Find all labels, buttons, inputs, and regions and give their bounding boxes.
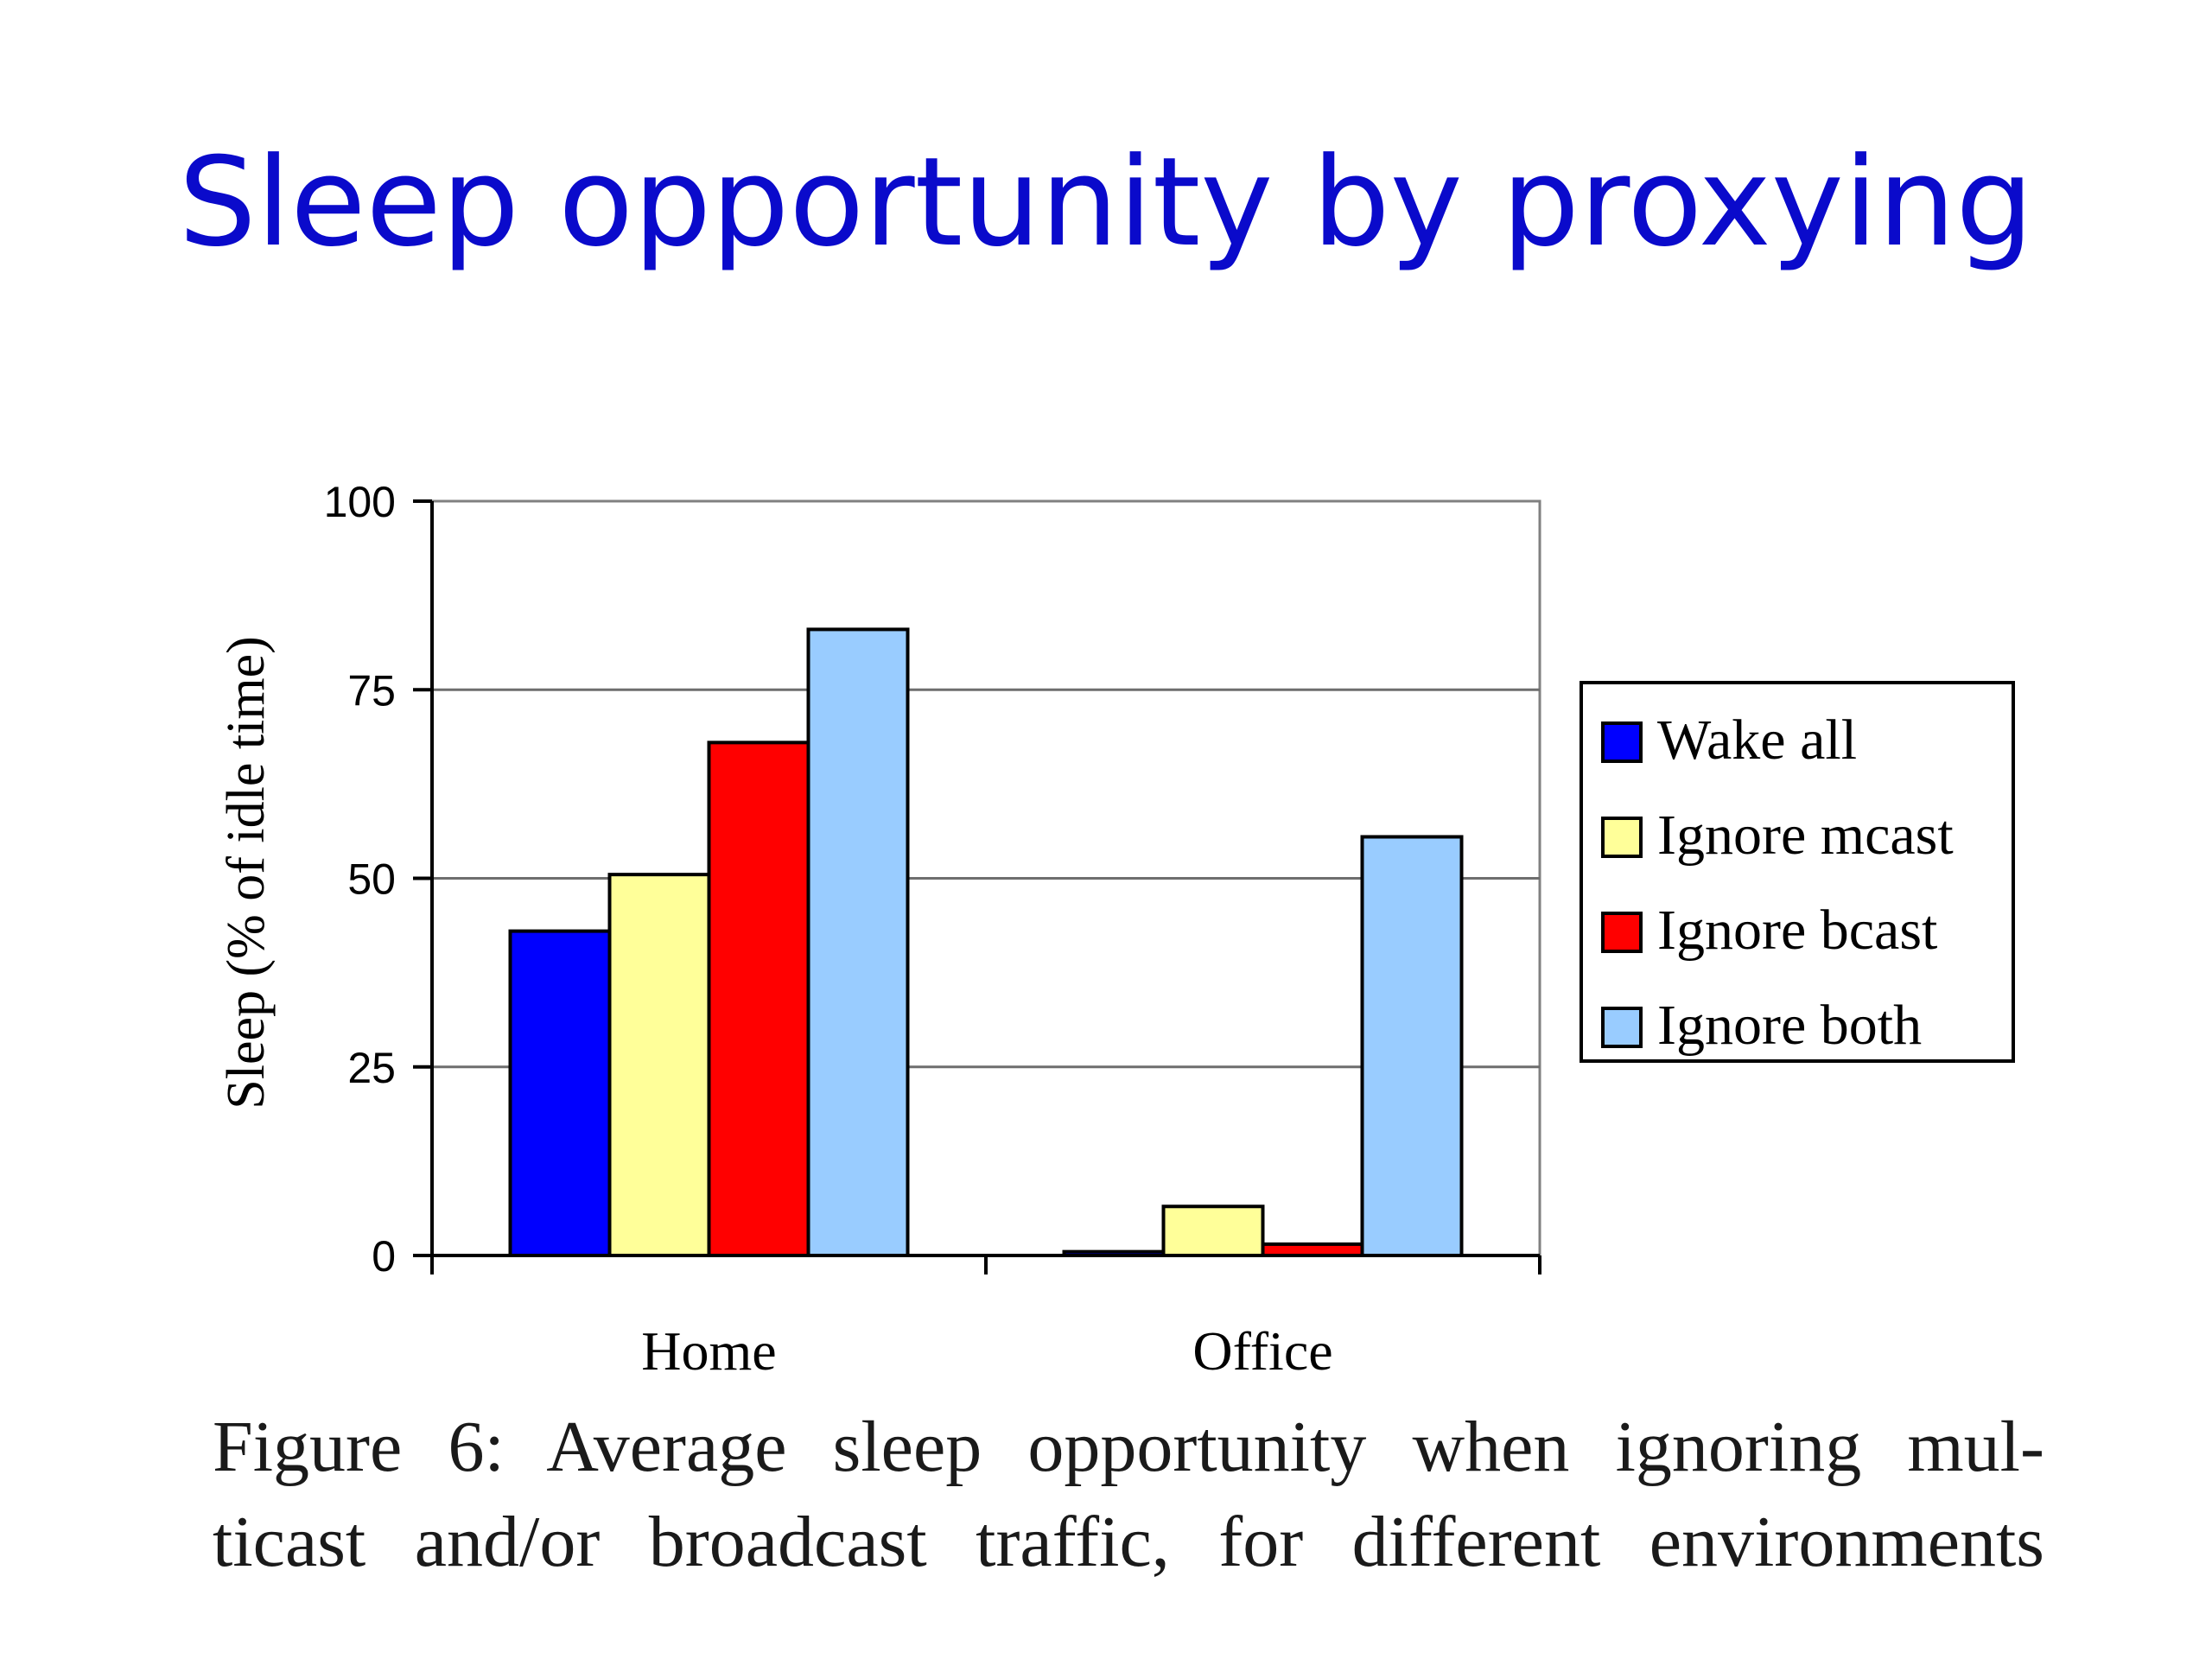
axes bbox=[430, 501, 1541, 1274]
bar-home-wake-all bbox=[508, 929, 612, 1257]
figure-caption: Figure 6: Average sleep opportunity when… bbox=[213, 1400, 2044, 1590]
legend-label-ignore-mcast: Ignore mcast bbox=[1657, 804, 1954, 867]
y-tick-label-25: 25 bbox=[347, 1044, 396, 1092]
legend-label-ignore-bcast: Ignore bcast bbox=[1657, 899, 1937, 962]
y-tick-label-0: 0 bbox=[372, 1232, 396, 1281]
y-tick-label-50: 50 bbox=[347, 855, 396, 904]
bar-office-ignore-mcast bbox=[1161, 1205, 1265, 1258]
y-axis-title: Sleep (% of idle time) bbox=[217, 636, 276, 1109]
legend-swatch-wake-all bbox=[1601, 721, 1643, 763]
legend-swatch-ignore-bcast bbox=[1601, 912, 1643, 953]
caption-line-1: Figure 6: Average sleep opportunity when… bbox=[213, 1407, 2044, 1487]
bars bbox=[508, 627, 1464, 1258]
legend-swatch-ignore-both bbox=[1601, 1007, 1643, 1048]
x-category-label-office: Office bbox=[1192, 1320, 1332, 1382]
legend-swatch-ignore-mcast bbox=[1601, 817, 1643, 858]
legend: Wake all Ignore mcast Ignore bcast Ignore b… bbox=[1580, 681, 2015, 1063]
legend-box bbox=[1580, 681, 2015, 1063]
bar-home-ignore-bcast bbox=[707, 741, 810, 1257]
y-tick-label-100: 100 bbox=[324, 478, 396, 526]
x-categories: Home Office bbox=[641, 1320, 1332, 1382]
x-category-label-home: Home bbox=[641, 1320, 776, 1382]
bar-home-ignore-both bbox=[806, 627, 910, 1257]
y-ticks: 0 25 50 75 100 bbox=[324, 478, 432, 1281]
slide-title: Sleep opportunity by proxying bbox=[178, 131, 2034, 274]
bar-home-ignore-mcast bbox=[607, 873, 711, 1257]
bar-office-ignore-both bbox=[1360, 835, 1464, 1257]
caption-line-2: ticast and/or broadcast traffic, for dif… bbox=[213, 1502, 2044, 1582]
y-tick-label-75: 75 bbox=[347, 666, 396, 715]
legend-label-wake-all: Wake all bbox=[1657, 709, 1857, 772]
legend-label-ignore-both: Ignore both bbox=[1657, 994, 1922, 1057]
